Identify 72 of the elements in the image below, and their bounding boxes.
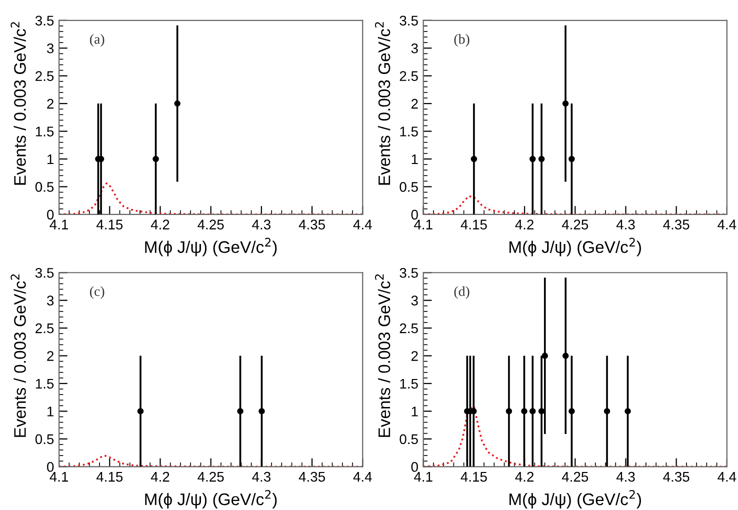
x-tick-label: 4.4 (353, 220, 372, 230)
y-tick-label: 1.5 (400, 126, 418, 136)
y-tick-label: 2 (47, 98, 54, 109)
x-tick-label: 4.3 (616, 220, 635, 230)
y-tick-label: 2.5 (400, 323, 418, 334)
y-tick-label: 2.5 (36, 323, 54, 334)
x-axis-title: M(ϕ J/ψ) (GeV/c$^{2}$) (145, 238, 277, 256)
x-tick-label: 4.3 (616, 472, 635, 482)
y-axis-title: Events / 0.003 GeV/c$^{2}$ (10, 22, 26, 185)
annotation: (c) (90, 286, 104, 299)
x-tick-label: 4.25 (562, 472, 588, 482)
x-tick-label: 4.4 (718, 472, 736, 482)
x-tick-label: 4.4 (718, 220, 736, 230)
y-axis-title: Events / 0.003 GeV/c$^{2}$ (10, 274, 26, 437)
y-tick-label: 2 (411, 351, 418, 361)
x-tick-label: 4.1 (414, 220, 432, 230)
y-axis-title: Events / 0.003 GeV/c$^{2}$ (374, 274, 390, 437)
y-tick-label: 1 (412, 406, 418, 416)
y-tick-label: 3 (46, 296, 54, 306)
y-tick-label: 3.5 (35, 268, 54, 278)
x-axis-title: M(ϕ J/ψ) (GeV/c$^{2}$) (510, 238, 641, 256)
y-tick-label: 1 (412, 154, 418, 164)
x-tick-label: 4.35 (663, 472, 690, 482)
x-tick-label: 4.4 (353, 472, 372, 482)
x-tick-label: 4.25 (198, 220, 224, 230)
x-tick-label: 4.3 (252, 220, 270, 230)
x-tick-label: 4.1 (414, 472, 432, 482)
x-tick-label: 4.2 (515, 220, 534, 230)
y-tick-label: 1 (48, 154, 54, 164)
x-tick-label: 4.15 (96, 472, 123, 482)
y-tick-label: 1.5 (36, 378, 54, 389)
x-tick-label: 4.25 (562, 220, 588, 230)
y-tick-label: 2 (411, 98, 418, 109)
y-tick-label: 3.5 (400, 268, 418, 278)
x-tick-label: 4.35 (663, 220, 690, 230)
annotation: (b) (454, 34, 470, 47)
x-axis-title: M(ϕ J/ψ) (GeV/c$^{2}$) (145, 490, 277, 509)
x-tick-label: 4.35 (298, 472, 325, 482)
x-tick-label: 4.35 (298, 220, 325, 230)
y-axis-title: Events / 0.003 GeV/c$^{2}$ (374, 22, 390, 185)
y-tick-label: 0 (47, 462, 54, 472)
x-tick-label: 4.2 (515, 472, 534, 482)
y-tick-label: 1.5 (400, 378, 418, 389)
annotation: (a) (90, 34, 104, 47)
y-tick-label: 0.5 (400, 434, 418, 444)
y-tick-label: 0 (411, 210, 418, 220)
y-tick-label: 1 (48, 406, 54, 416)
y-tick-label: 2 (47, 351, 54, 361)
y-tick-label: 0.5 (400, 182, 418, 192)
x-tick-label: 4.2 (150, 220, 170, 230)
x-tick-label: 4.1 (50, 472, 68, 482)
y-tick-label: 3 (46, 43, 54, 54)
y-tick-label: 1.5 (36, 126, 54, 136)
y-tick-label: 0.5 (35, 182, 54, 192)
x-tick-label: 4.15 (96, 220, 123, 230)
x-tick-label: 4.3 (252, 472, 270, 482)
y-tick-label: 2.5 (400, 71, 418, 82)
x-axis-title: M(ϕ J/ψ) (GeV/c$^{2}$) (510, 490, 641, 509)
x-tick-label: 4.15 (460, 472, 487, 482)
x-tick-label: 4.1 (50, 220, 68, 230)
y-tick-label: 0 (47, 210, 54, 220)
x-tick-label: 4.15 (460, 220, 487, 230)
y-tick-label: 2.5 (36, 71, 54, 82)
y-tick-label: 3.5 (35, 16, 54, 26)
annotation: (d) (454, 286, 470, 299)
x-tick-label: 4.2 (150, 472, 170, 482)
y-tick-label: 3.5 (400, 16, 418, 26)
y-tick-label: 3 (411, 296, 418, 306)
y-tick-label: 0 (411, 462, 418, 472)
y-tick-label: 0.5 (35, 434, 54, 444)
y-tick-label: 3 (411, 43, 418, 54)
x-tick-label: 4.25 (198, 472, 224, 482)
